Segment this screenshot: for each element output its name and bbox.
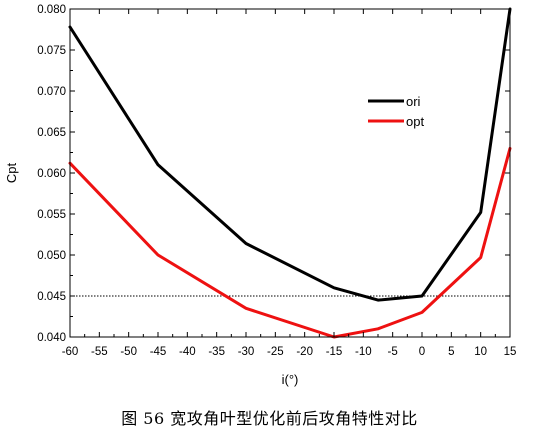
y-tick-label: 0.050 [37, 250, 66, 262]
x-tick-label: 0 [419, 346, 425, 358]
x-tick-label: -35 [208, 346, 225, 358]
x-tick-label: 15 [504, 346, 517, 358]
y-tick-label: 0.080 [37, 4, 66, 16]
y-tick-labels: 0.040 0.045 0.050 0.055 0.060 0.065 0.070 0.075… [37, 4, 66, 344]
series-line-ori [70, 9, 510, 300]
x-tick-label: -10 [355, 346, 372, 358]
plot-frame [70, 9, 510, 337]
x-tick-label: -40 [179, 346, 196, 358]
y-tick-label: 0.055 [37, 209, 66, 221]
x-tick-label: -50 [120, 346, 137, 358]
x-tick-label: -30 [238, 346, 255, 358]
tick-layer [70, 9, 510, 337]
line-chart: -60 -55 -50 -45 -40 -35 -30 -25 -20 -15 -10 -5 0 5 10 1… [0, 0, 539, 400]
x-tick-label: -25 [267, 346, 284, 358]
y-tick-label: 0.045 [37, 291, 66, 303]
x-tick-label: 10 [474, 346, 487, 358]
y-tick-label: 0.040 [37, 332, 66, 344]
legend-label-ori: ori [406, 94, 421, 109]
y-tick-label: 0.065 [37, 127, 66, 139]
x-tick-label: -60 [62, 346, 79, 358]
x-tick-label: 5 [448, 346, 454, 358]
y-tick-label: 0.075 [37, 45, 66, 57]
series-layer [70, 9, 510, 337]
x-tick-label: -55 [91, 346, 108, 358]
x-tick-label: -15 [326, 346, 343, 358]
x-tick-label: -45 [150, 346, 167, 358]
legend: ori opt [368, 94, 424, 129]
x-tick-labels: -60 -55 -50 -45 -40 -35 -30 -25 -20 -15 -10 -5 0 5 10 1… [62, 346, 517, 358]
legend-label-opt: opt [406, 114, 424, 129]
x-tick-label: -5 [388, 346, 398, 358]
y-tick-label: 0.060 [37, 168, 66, 180]
series-line-opt [70, 148, 510, 337]
figure-caption: 图 56 宽攻角叶型优化前后攻角特性对比 [0, 405, 539, 429]
y-axis-title: Cpt [4, 162, 19, 183]
y-tick-label: 0.070 [37, 86, 66, 98]
x-axis-title: i(°) [282, 372, 299, 387]
x-tick-label: -20 [296, 346, 313, 358]
